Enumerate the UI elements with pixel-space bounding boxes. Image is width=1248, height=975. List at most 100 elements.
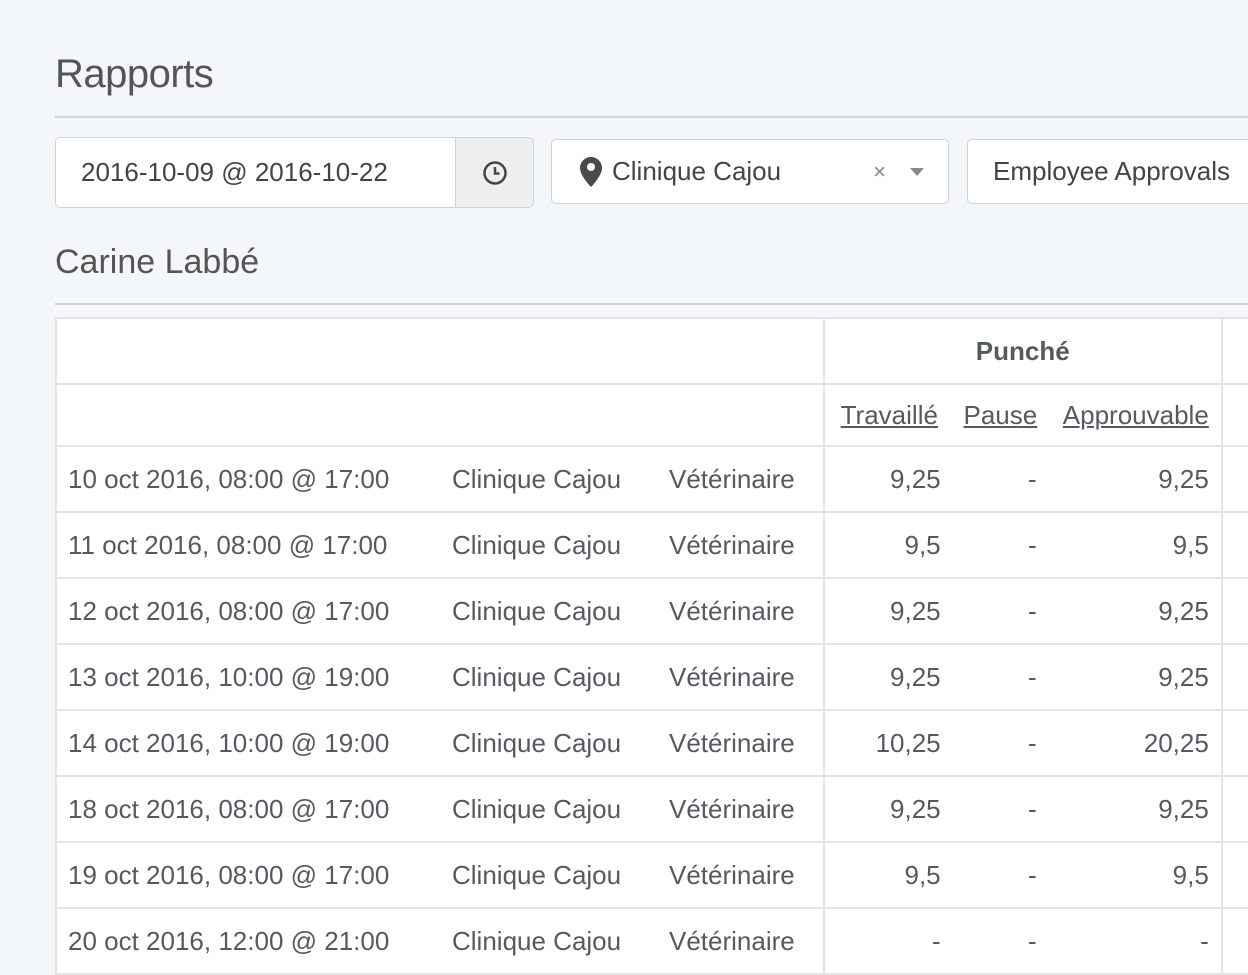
clear-icon[interactable]: × [873, 158, 886, 184]
overflow-column [1220, 709, 1248, 777]
overflow-column [1220, 383, 1248, 447]
overflow-column [1220, 317, 1248, 385]
column-pause[interactable]: Pause [963, 399, 1038, 430]
punched-cell: 9,25 - 9,25 [822, 775, 1223, 843]
table-row: 11 oct 2016, 08:00 @ 17:00 Clinique Cajo… [55, 511, 1248, 579]
table-row: 10 oct 2016, 08:00 @ 17:00 Clinique Cajo… [55, 445, 1248, 513]
shift-location: Clinique Cajou [452, 859, 622, 890]
approvable-value: - [1200, 925, 1209, 956]
empty-subheader [55, 383, 825, 447]
punched-cell: 9,5 - 9,5 [822, 511, 1223, 579]
table-row: 13 oct 2016, 10:00 @ 19:00 Clinique Cajo… [55, 643, 1248, 711]
shift-info-cell: 14 oct 2016, 10:00 @ 19:00 Clinique Cajo… [55, 709, 825, 777]
pause-value: - [1027, 859, 1037, 890]
chevron-down-icon[interactable] [910, 167, 924, 176]
punched-cell: 9,25 - 9,25 [822, 643, 1223, 711]
pause-value: - [1027, 661, 1037, 692]
group-header-punched: Punché [822, 317, 1223, 385]
employee-name: Carine Labbé [55, 243, 260, 281]
pause-value: - [1027, 925, 1037, 956]
overflow-column [1220, 511, 1248, 579]
table-row: 19 oct 2016, 08:00 @ 17:00 Clinique Cajo… [55, 841, 1248, 909]
shift-role: Vétérinaire [669, 529, 795, 560]
shift-date: 20 oct 2016, 12:00 @ 21:00 [68, 925, 390, 956]
divider [55, 116, 1248, 118]
overflow-column [1220, 775, 1248, 843]
shift-role: Vétérinaire [669, 727, 795, 758]
overflow-column [1220, 643, 1248, 711]
overflow-column [1220, 445, 1248, 513]
subheader-columns: Travaillé Pause Approuvable [822, 383, 1223, 447]
punched-cell: 9,25 - 9,25 [822, 577, 1223, 645]
report-table: Punché Travaillé Pause Approuvable 10 oc… [55, 317, 1248, 975]
approvable-value: 9,25 [1158, 793, 1209, 824]
approvable-value: 20,25 [1143, 727, 1209, 758]
worked-value: 9,25 [890, 595, 941, 626]
approvable-value: 9,25 [1158, 463, 1209, 494]
shift-info-cell: 11 oct 2016, 08:00 @ 17:00 Clinique Cajo… [55, 511, 825, 579]
shift-date: 19 oct 2016, 08:00 @ 17:00 [68, 859, 390, 890]
empty-header [55, 317, 825, 385]
date-range-picker[interactable]: 2016-10-09 @ 2016-10-22 [55, 137, 534, 208]
pause-value: - [1027, 463, 1037, 494]
table-row: 20 oct 2016, 12:00 @ 21:00 Clinique Cajo… [55, 907, 1248, 975]
punched-cell: 9,25 - 9,25 [822, 445, 1223, 513]
shift-location: Clinique Cajou [452, 595, 622, 626]
shift-role: Vétérinaire [669, 661, 795, 692]
report-type-select[interactable]: Employee Approvals [967, 139, 1248, 204]
shift-location: Clinique Cajou [452, 529, 622, 560]
shift-location: Clinique Cajou [452, 925, 622, 956]
table-row: 14 oct 2016, 10:00 @ 19:00 Clinique Cajo… [55, 709, 1248, 777]
worked-value: 9,25 [890, 661, 941, 692]
pause-value: - [1027, 727, 1037, 758]
overflow-column [1220, 841, 1248, 909]
column-worked[interactable]: Travaillé [840, 399, 938, 430]
page-title: Rapports [55, 52, 214, 96]
worked-value: 9,5 [904, 529, 941, 560]
worked-value: 10,25 [875, 727, 941, 758]
punched-cell: - - - [822, 907, 1223, 975]
pause-value: - [1027, 529, 1037, 560]
shift-date: 13 oct 2016, 10:00 @ 19:00 [68, 661, 390, 692]
shift-role: Vétérinaire [669, 925, 795, 956]
punched-cell: 9,5 - 9,5 [822, 841, 1223, 909]
approvable-value: 9,5 [1172, 859, 1209, 890]
date-range-input[interactable]: 2016-10-09 @ 2016-10-22 [81, 157, 388, 187]
shift-location: Clinique Cajou [452, 661, 622, 692]
shift-role: Vétérinaire [669, 595, 795, 626]
location-select[interactable]: Clinique Cajou × [551, 139, 949, 204]
pause-value: - [1027, 595, 1037, 626]
report-type-value: Employee Approvals [993, 156, 1231, 186]
worked-value: 9,5 [904, 859, 941, 890]
worked-value: - [931, 925, 941, 956]
approvable-value: 9,25 [1158, 661, 1209, 692]
pause-value: - [1027, 793, 1037, 824]
table-row: 18 oct 2016, 08:00 @ 17:00 Clinique Cajo… [55, 775, 1248, 843]
shift-role: Vétérinaire [669, 793, 795, 824]
location-value: Clinique Cajou [612, 156, 782, 186]
overflow-column [1220, 907, 1248, 975]
shift-location: Clinique Cajou [452, 793, 622, 824]
shift-role: Vétérinaire [669, 859, 795, 890]
shift-date: 10 oct 2016, 08:00 @ 17:00 [68, 463, 390, 494]
punched-cell: 10,25 - 20,25 [822, 709, 1223, 777]
shift-info-cell: 13 oct 2016, 10:00 @ 19:00 Clinique Cajo… [55, 643, 825, 711]
clock-icon [482, 160, 507, 185]
divider [55, 303, 1248, 305]
shift-date: 14 oct 2016, 10:00 @ 19:00 [68, 727, 390, 758]
table-row: 12 oct 2016, 08:00 @ 17:00 Clinique Cajo… [55, 577, 1248, 645]
date-range-button[interactable] [455, 138, 533, 207]
shift-info-cell: 20 oct 2016, 12:00 @ 21:00 Clinique Cajo… [55, 907, 825, 975]
approvable-value: 9,5 [1172, 529, 1209, 560]
approvable-value: 9,25 [1158, 595, 1209, 626]
shift-info-cell: 12 oct 2016, 08:00 @ 17:00 Clinique Cajo… [55, 577, 825, 645]
map-marker-icon [580, 156, 602, 187]
overflow-column [1220, 577, 1248, 645]
shift-role: Vétérinaire [669, 463, 795, 494]
shift-info-cell: 18 oct 2016, 08:00 @ 17:00 Clinique Cajo… [55, 775, 825, 843]
shift-location: Clinique Cajou [452, 463, 622, 494]
column-approvable[interactable]: Approuvable [1062, 399, 1209, 430]
worked-value: 9,25 [890, 793, 941, 824]
shift-date: 18 oct 2016, 08:00 @ 17:00 [68, 793, 390, 824]
shift-location: Clinique Cajou [452, 727, 622, 758]
